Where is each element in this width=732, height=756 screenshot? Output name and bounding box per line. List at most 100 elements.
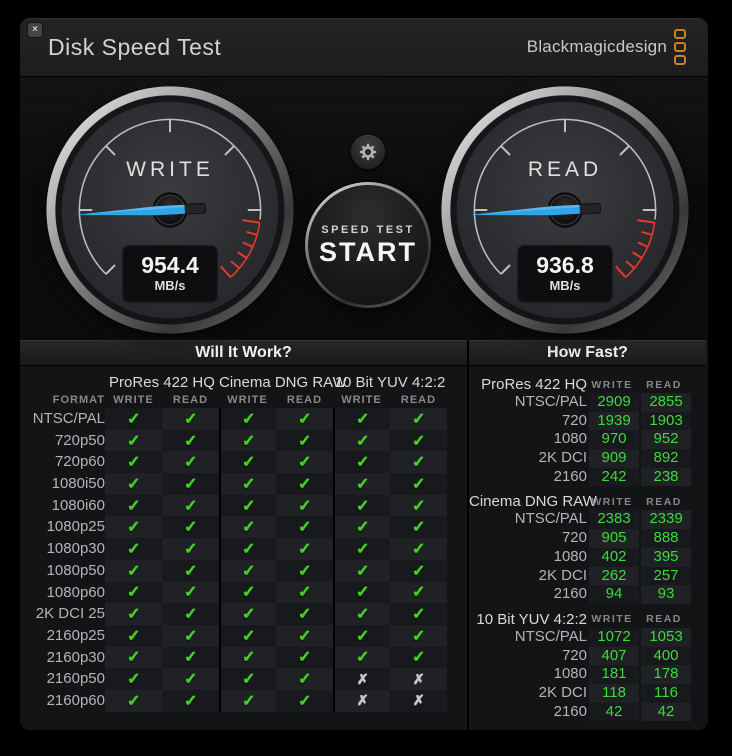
check-icon: ✓ (241, 692, 256, 710)
write-gauge-dial-icon (45, 85, 295, 335)
check-icon: ✓ (183, 497, 198, 515)
check-icon: ✓ (241, 432, 256, 450)
check-icon: ✓ (241, 627, 256, 645)
check-icon: ✓ (411, 497, 426, 515)
result-cell: ✗ (333, 689, 390, 712)
check-icon: ✓ (411, 454, 426, 472)
read-value: 936.8 (536, 252, 594, 278)
read-speed-value: 2855 (641, 393, 691, 412)
table-row: 2K DCI 262 257 (469, 566, 706, 586)
close-icon: × (32, 24, 38, 35)
read-speed-value: 257 (641, 566, 691, 586)
table-row: NTSC/PAL 1072 1053 (469, 627, 706, 647)
read-gauge: READ 936.8 MB/s (437, 82, 693, 338)
result-cell: ✓ (390, 624, 447, 647)
app-window: Disk Speed Test Blackmagicdesign × (20, 18, 708, 730)
resolution-label: 720 (561, 411, 587, 429)
start-button-subtitle: SPEED TEST (321, 224, 415, 236)
result-cell: ✓ (276, 538, 333, 560)
result-cell: ✓ (333, 408, 390, 430)
check-icon: ✓ (183, 432, 198, 450)
check-icon: ✓ (241, 410, 256, 428)
speed-codec-label: 10 Bit YUV 4:2:2 (476, 610, 587, 628)
table-row: 2160p50 ✓ ✓ ✓ ✓ ✗ ✗ (20, 668, 467, 690)
read-speed-value: 42 (641, 702, 691, 722)
check-icon: ✓ (297, 497, 312, 515)
resolution-label: 2K DCI (538, 449, 587, 467)
table-row: 1080i50 ✓ ✓ ✓ ✓ ✓ ✓ (20, 473, 467, 495)
write-speed-value: 402 (589, 547, 639, 567)
check-icon: ✓ (241, 475, 256, 493)
write-speed-value: 262 (589, 566, 639, 586)
result-cell: ✓ (333, 581, 390, 604)
check-icon: ✓ (126, 649, 141, 667)
read-column-header: READ (286, 393, 323, 406)
title-bar: Disk Speed Test Blackmagicdesign × (20, 18, 708, 76)
check-icon: ✓ (183, 410, 198, 428)
check-icon: ✓ (355, 540, 370, 558)
write-speed-value: 118 (589, 683, 639, 703)
format-label: 1080p30 (46, 540, 105, 558)
check-icon: ✓ (411, 432, 426, 450)
result-cell: ✓ (333, 451, 390, 474)
check-icon: ✓ (297, 432, 312, 450)
will-it-work-title: Will It Work? (20, 340, 467, 366)
start-button[interactable]: SPEED TEST START (305, 182, 431, 308)
write-column-header: WRITE (591, 495, 633, 508)
write-speed-value: 2383 (589, 510, 639, 530)
read-speed-value: 395 (641, 547, 691, 567)
result-cell: ✓ (105, 668, 162, 690)
result-cell: ✓ (162, 408, 219, 430)
result-cell: ✓ (333, 429, 390, 452)
check-icon: ✓ (297, 562, 312, 580)
check-icon: ✓ (411, 519, 426, 537)
result-cell: ✓ (105, 581, 162, 604)
result-cell: ✓ (390, 516, 447, 539)
result-cell: ✓ (390, 408, 447, 430)
check-icon: ✓ (183, 540, 198, 558)
result-cell: ✓ (219, 559, 276, 582)
result-cell: ✓ (162, 646, 219, 669)
result-cell: ✓ (219, 538, 276, 560)
table-row: 1080p60 ✓ ✓ ✓ ✓ ✓ ✓ (20, 581, 467, 604)
result-cell: ✗ (333, 668, 390, 690)
result-cell: ✓ (333, 624, 390, 647)
result-cell: ✓ (105, 408, 162, 430)
read-gauge-label: READ (527, 158, 603, 181)
gauge-needle-icon (74, 192, 207, 228)
read-speed-value: 888 (641, 529, 691, 548)
table-row: 1080 181 178 (469, 665, 706, 684)
check-icon: ✓ (355, 627, 370, 645)
write-column-header: WRITE (113, 393, 154, 406)
result-cell: ✓ (162, 581, 219, 604)
result-cell: ✓ (162, 559, 219, 582)
codec-group-label: 10 Bit YUV 4:2:2 (334, 374, 446, 391)
write-speed-value: 2909 (589, 393, 639, 412)
format-label: 1080p25 (46, 518, 105, 536)
read-speed-value: 400 (641, 646, 691, 666)
write-speed-value: 909 (589, 449, 639, 468)
blackmagic-logo: Blackmagicdesign (527, 29, 686, 65)
check-icon: ✓ (126, 497, 141, 515)
speed-codec-label: ProRes 422 HQ (481, 376, 587, 393)
cross-icon: ✗ (412, 692, 425, 709)
check-icon: ✓ (411, 584, 426, 602)
table-row: 2K DCI 25 ✓ ✓ ✓ ✓ ✓ ✓ (20, 603, 467, 625)
check-icon: ✓ (183, 671, 198, 689)
read-speed-value: 238 (641, 467, 691, 487)
result-cell: ✓ (333, 603, 390, 625)
start-button-label: START (319, 237, 417, 267)
table-row: 2160p30 ✓ ✓ ✓ ✓ ✓ ✓ (20, 646, 467, 669)
codec-group-headers: ProRes 422 HQ Cinema DNG RAW 10 Bit YUV 4:… (20, 374, 467, 391)
format-label: 720p60 (54, 453, 105, 471)
write-gauge: WRITE 954.4 MB/s (42, 82, 298, 338)
check-icon: ✓ (126, 584, 141, 602)
result-cell: ✓ (390, 581, 447, 604)
table-row: 1080 970 952 (469, 430, 706, 450)
check-icon: ✓ (183, 627, 198, 645)
result-cell: ✓ (333, 516, 390, 539)
settings-button[interactable] (351, 135, 385, 169)
format-label: 720p50 (54, 431, 105, 449)
close-button[interactable]: × (28, 23, 42, 37)
check-icon: ✓ (297, 627, 312, 645)
